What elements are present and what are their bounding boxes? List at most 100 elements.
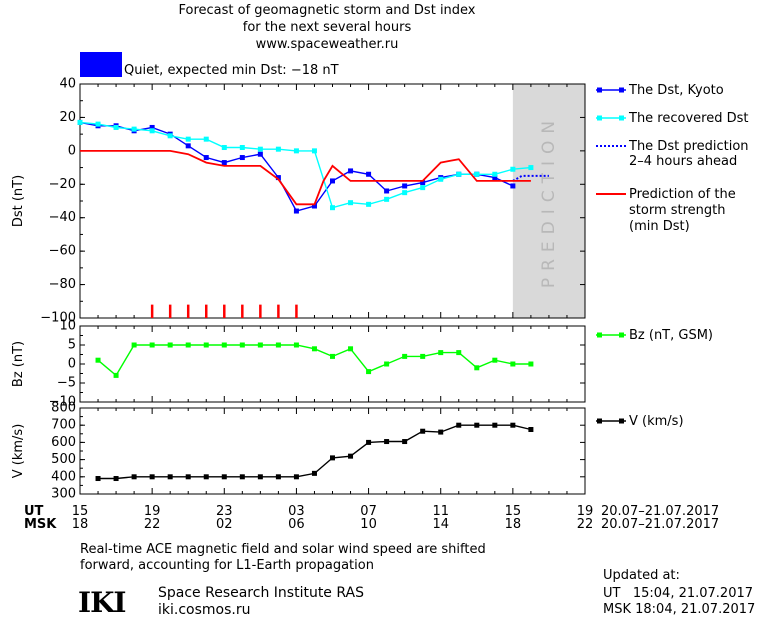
- dst-frame: [79, 83, 586, 319]
- ut-tick-label: 03: [288, 504, 305, 519]
- bz-ytick-label: 5: [68, 338, 76, 353]
- dst-series-1-point: [348, 200, 354, 206]
- dst-series-0-point: [221, 160, 227, 166]
- dst-ytick-label: 20: [59, 110, 76, 125]
- speed-ytick-label: 700: [51, 418, 76, 433]
- speed-frame: [79, 407, 586, 495]
- dst-series-1-point: [239, 145, 245, 151]
- bz-frame: [79, 325, 586, 403]
- legend-swatch-bz: [596, 332, 626, 338]
- speed-series-0-point: [311, 470, 317, 476]
- institute-site[interactable]: iki.cosmos.ru: [158, 602, 251, 618]
- speed-series-0-point: [113, 476, 119, 482]
- speed-series-0-point: [438, 429, 444, 435]
- dst-series-1-point: [185, 136, 191, 142]
- dst-series-1-point: [77, 119, 83, 125]
- speed-series-0-point: [185, 474, 191, 480]
- legend-storm-line1: Prediction of the: [629, 187, 736, 202]
- dst-series-1-point: [131, 126, 137, 132]
- legend-storm-line2: storm strength: [629, 203, 726, 218]
- footnote-line2: forward, accounting for L1-Earth propaga…: [80, 558, 374, 573]
- bz-series-0-point: [203, 342, 209, 348]
- ut-date-range: 20.07–21.07.2017: [601, 504, 720, 519]
- dst-series-1-point: [311, 148, 317, 154]
- legend-prediction-line1: The Dst prediction: [629, 139, 749, 154]
- bz-series-0-point: [149, 342, 155, 348]
- dst-series-1-point: [492, 171, 498, 177]
- speed-series-0-point: [402, 439, 408, 445]
- source-url[interactable]: www.spaceweather.ru: [255, 37, 399, 52]
- bz-series-0-point: [492, 357, 498, 363]
- dst-series-1-point: [221, 145, 227, 151]
- dst-series-0-point: [420, 180, 426, 186]
- speed-series-0-point: [474, 422, 480, 428]
- bz-panel: −10 −5 0 5 10 Bz (nT): [11, 319, 586, 410]
- speed-series-0-point: [257, 474, 263, 480]
- legend-storm-line3: (min Dst): [629, 219, 690, 234]
- bz-series-0-point: [420, 353, 426, 359]
- bz-ytick-label: 10: [59, 319, 76, 334]
- iki-logo: IKI: [78, 586, 127, 619]
- dst-series-2-line: [512, 174, 549, 182]
- legend-bz: Bz (nT, GSM): [629, 328, 714, 343]
- dst-series-1-point: [330, 205, 335, 211]
- speed-series-0-point: [239, 474, 245, 480]
- speed-ytick-label: 400: [51, 469, 76, 484]
- legend-swatch-recovered: [596, 115, 626, 121]
- ut-tick-label: 15: [505, 504, 522, 519]
- msk-axis-label: MSK: [24, 517, 57, 532]
- bz-ytick-label: 0: [68, 357, 76, 372]
- bz-axis-label: Bz (nT): [11, 341, 26, 387]
- speed-series-0-line: [98, 424, 532, 480]
- speed-ytick-label: 300: [51, 487, 76, 502]
- speed-series-0-point: [456, 422, 462, 428]
- dst-axis-label: Dst (nT): [11, 175, 26, 227]
- dst-series-1-point: [510, 166, 516, 172]
- updated-msk: MSK 18:04, 21.07.2017: [603, 602, 756, 617]
- speed-ytick-label: 800: [51, 401, 76, 416]
- bz-ytick-label: −10: [49, 395, 76, 410]
- dst-ytick-label: −20: [49, 177, 76, 192]
- dst-series-1-line: [79, 121, 531, 209]
- dst-series-1-point: [275, 146, 281, 152]
- msk-tick-label: 14: [432, 517, 449, 532]
- bz-series-0-point: [438, 350, 444, 356]
- dst-series-1-point: [257, 146, 263, 152]
- institute-name: Space Research Institute RAS: [158, 585, 364, 601]
- bz-series-0-point: [131, 342, 137, 348]
- bz-series-0-point: [402, 353, 408, 359]
- bz-series-0-point: [95, 357, 101, 363]
- bz-series-0-point: [221, 342, 227, 348]
- dst-series-1-point: [203, 136, 209, 142]
- updated-ut: UT 15:04, 21.07.2017: [603, 586, 754, 601]
- speed-panel: 300 400 500 600 700 800 V (km/s): [11, 401, 586, 502]
- speed-series-0-point: [510, 422, 516, 428]
- chart-title-line2: for the next several hours: [242, 20, 412, 35]
- msk-tick-label: 02: [216, 517, 233, 532]
- ut-tick-label: 23: [216, 504, 233, 519]
- legend-swatch-dst-kyoto: [596, 87, 626, 93]
- bz-series-0-point: [275, 342, 281, 348]
- dst-panel: PREDICTION −100 −80 −60 −40 −20 0 20 40 Dst (nT): [11, 77, 586, 326]
- dst-series-0-point: [203, 155, 209, 161]
- dst-series-0-point: [275, 175, 281, 181]
- bz-series-0-point: [185, 342, 191, 348]
- legend-dst-kyoto: The Dst, Kyoto: [629, 83, 724, 98]
- dst-series-1-point: [456, 171, 462, 177]
- dst-series-1-point: [384, 196, 390, 202]
- msk-tick-label: 18: [72, 517, 89, 532]
- footnote-line1: Real-time ACE magnetic field and solar w…: [80, 542, 486, 557]
- dst-series-1-point: [366, 201, 372, 207]
- ut-tick-label: 19: [144, 504, 161, 519]
- bz-series-0-point: [474, 365, 480, 371]
- bz-series-0-point: [528, 361, 534, 367]
- dst-series-0-point: [257, 151, 263, 157]
- speed-series-0-point: [384, 439, 390, 445]
- ut-tick-label: 07: [360, 504, 377, 519]
- dst-series-1-point: [528, 165, 534, 171]
- bz-series-0-point: [311, 346, 317, 352]
- dst-series-0-line: [79, 121, 514, 212]
- dst-series-1-point: [149, 128, 155, 134]
- dst-series-1-point: [438, 176, 444, 182]
